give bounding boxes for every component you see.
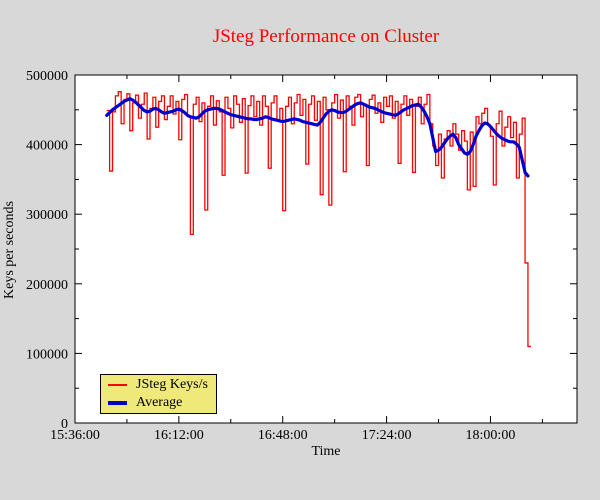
legend-line-sample-blue-icon bbox=[108, 400, 127, 405]
y-axis-tick-label: 400000 bbox=[26, 139, 68, 154]
series-average-line bbox=[105, 97, 530, 178]
legend-entry-average: Average bbox=[101, 395, 216, 410]
x-axis-tick-label: 15:36:00 bbox=[50, 428, 100, 443]
x-axis-tick-label: 16:12:00 bbox=[154, 428, 204, 443]
x-axis-label: Time bbox=[311, 444, 341, 459]
plot-background bbox=[75, 75, 577, 423]
legend-line-sample-red-icon bbox=[108, 384, 127, 387]
x-axis-tick-label: 16:48:00 bbox=[258, 428, 308, 443]
legend-label-average: Average bbox=[136, 394, 183, 410]
y-axis-tick-label: 100000 bbox=[26, 347, 68, 362]
y-axis-tick-label: 0 bbox=[61, 417, 68, 432]
chart-title: JSteg Performance on Cluster bbox=[212, 26, 440, 47]
legend-entry-jsteg: JSteg Keys/s bbox=[101, 377, 216, 393]
series-jsteg-line bbox=[106, 91, 531, 348]
legend-label-jsteg: JSteg Keys/s bbox=[136, 377, 208, 393]
x-axis-tick-label: 18:00:00 bbox=[466, 428, 516, 443]
x-axis-tick-label: 17:24:00 bbox=[362, 428, 412, 443]
y-axis-tick-label: 500000 bbox=[26, 69, 68, 84]
y-axis-tick-label: 200000 bbox=[26, 278, 68, 293]
legend: JSteg Keys/s Average bbox=[100, 374, 217, 414]
y-axis-tick-label: 300000 bbox=[26, 208, 68, 223]
